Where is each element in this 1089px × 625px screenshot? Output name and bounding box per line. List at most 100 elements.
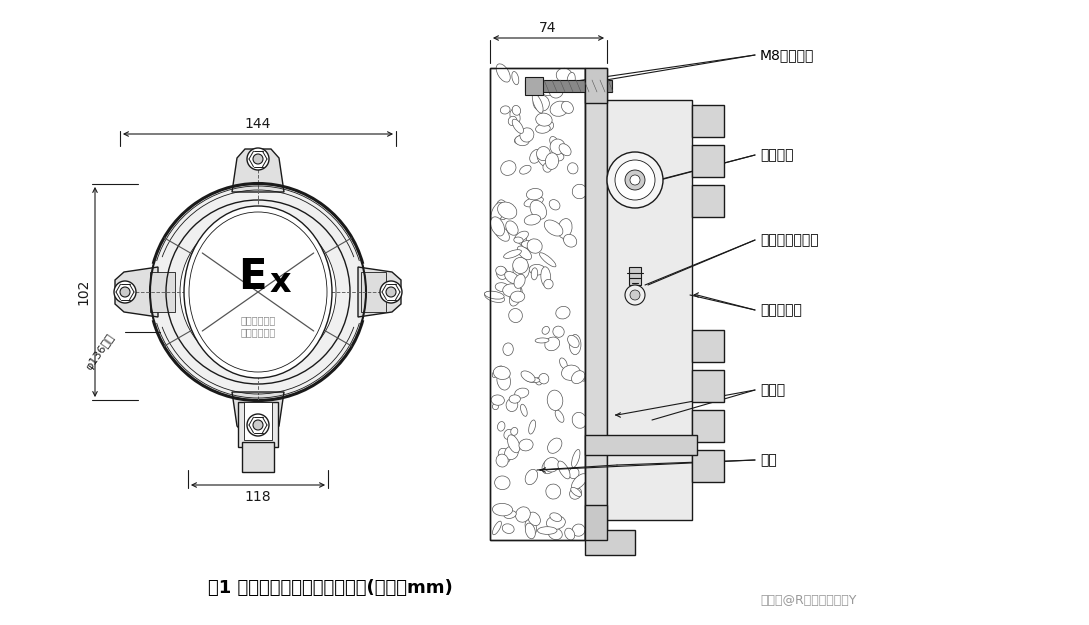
Ellipse shape <box>498 202 517 219</box>
Ellipse shape <box>572 371 585 384</box>
Ellipse shape <box>541 267 551 287</box>
Ellipse shape <box>542 459 556 474</box>
Ellipse shape <box>556 68 573 82</box>
Bar <box>585 68 607 540</box>
Ellipse shape <box>511 428 518 436</box>
Ellipse shape <box>504 446 518 459</box>
Ellipse shape <box>503 249 522 258</box>
Bar <box>692 450 724 482</box>
Circle shape <box>247 414 269 436</box>
Ellipse shape <box>525 519 537 535</box>
Ellipse shape <box>528 420 536 434</box>
Ellipse shape <box>567 162 578 174</box>
Circle shape <box>380 281 402 303</box>
Text: 搜狐号@R润越环保科技Y: 搜狐号@R润越环保科技Y <box>760 594 856 606</box>
Ellipse shape <box>526 189 542 200</box>
Ellipse shape <box>503 343 513 356</box>
Circle shape <box>607 152 663 208</box>
Bar <box>692 145 724 177</box>
Ellipse shape <box>572 412 587 428</box>
Ellipse shape <box>515 231 528 242</box>
Ellipse shape <box>544 337 560 351</box>
Ellipse shape <box>504 271 519 284</box>
Ellipse shape <box>538 527 558 534</box>
Circle shape <box>631 175 640 185</box>
Text: 102: 102 <box>76 279 90 305</box>
Bar <box>360 272 386 312</box>
Ellipse shape <box>514 237 523 243</box>
Ellipse shape <box>565 528 575 540</box>
Ellipse shape <box>506 399 517 411</box>
Polygon shape <box>232 392 284 435</box>
Ellipse shape <box>543 163 551 172</box>
Bar <box>244 402 272 440</box>
Ellipse shape <box>503 284 521 297</box>
Ellipse shape <box>562 365 580 381</box>
Ellipse shape <box>501 161 516 176</box>
Ellipse shape <box>528 512 540 526</box>
Ellipse shape <box>500 106 510 114</box>
Ellipse shape <box>555 306 570 319</box>
Ellipse shape <box>512 119 524 133</box>
Ellipse shape <box>498 422 505 431</box>
Text: φ136均布: φ136均布 <box>84 332 117 372</box>
Text: 断电源后开盖: 断电源后开盖 <box>241 327 276 337</box>
Ellipse shape <box>515 507 530 522</box>
Ellipse shape <box>548 438 562 453</box>
Ellipse shape <box>519 439 534 451</box>
Ellipse shape <box>513 258 528 274</box>
Ellipse shape <box>517 246 531 260</box>
Ellipse shape <box>492 521 501 535</box>
Circle shape <box>114 281 136 303</box>
Ellipse shape <box>524 197 543 207</box>
Text: 接线通孔: 接线通孔 <box>760 148 794 162</box>
Bar <box>585 505 607 540</box>
Ellipse shape <box>537 147 550 161</box>
Ellipse shape <box>492 503 513 516</box>
Ellipse shape <box>567 72 575 87</box>
Circle shape <box>625 170 645 190</box>
Bar <box>490 68 585 540</box>
Ellipse shape <box>525 469 538 484</box>
Ellipse shape <box>559 144 571 156</box>
Ellipse shape <box>572 474 587 489</box>
Ellipse shape <box>549 84 563 98</box>
Ellipse shape <box>550 139 565 154</box>
Ellipse shape <box>547 516 565 529</box>
Ellipse shape <box>492 404 499 409</box>
Ellipse shape <box>510 395 521 403</box>
Ellipse shape <box>510 109 521 124</box>
Ellipse shape <box>570 488 582 499</box>
Ellipse shape <box>521 241 539 248</box>
Ellipse shape <box>571 488 582 496</box>
Text: 144: 144 <box>245 117 271 131</box>
Ellipse shape <box>497 64 511 82</box>
Ellipse shape <box>521 404 527 416</box>
Circle shape <box>386 287 396 297</box>
Ellipse shape <box>504 511 516 519</box>
Circle shape <box>253 420 264 430</box>
Ellipse shape <box>558 219 572 238</box>
Ellipse shape <box>530 201 547 219</box>
Ellipse shape <box>509 309 523 322</box>
Text: 传感器: 传感器 <box>760 383 785 397</box>
Ellipse shape <box>543 121 553 131</box>
Ellipse shape <box>548 390 563 411</box>
Ellipse shape <box>549 528 562 539</box>
Bar <box>242 442 274 472</box>
Circle shape <box>253 154 264 164</box>
Bar <box>525 77 543 95</box>
Ellipse shape <box>495 282 509 292</box>
Ellipse shape <box>521 371 535 382</box>
Ellipse shape <box>544 220 563 236</box>
Ellipse shape <box>552 152 564 161</box>
Polygon shape <box>232 149 284 192</box>
Bar <box>692 185 724 217</box>
Ellipse shape <box>491 395 504 405</box>
Ellipse shape <box>560 358 567 369</box>
Text: 图1 变送器外形尺和安装孔位图(单位：mm): 图1 变送器外形尺和安装孔位图(单位：mm) <box>208 579 452 597</box>
Ellipse shape <box>490 217 504 236</box>
Bar <box>692 105 724 137</box>
Ellipse shape <box>522 241 540 249</box>
Polygon shape <box>115 267 158 317</box>
